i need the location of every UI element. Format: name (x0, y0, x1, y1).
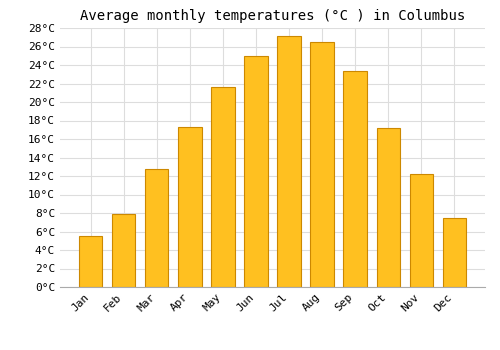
Bar (442, 218, 466, 287)
Bar (376, 128, 400, 287)
Bar (80, 236, 102, 287)
Title: Average monthly temperatures (°C ) in Columbus: Average monthly temperatures (°C ) in Co… (80, 9, 465, 23)
Bar (212, 87, 234, 287)
Bar (112, 214, 136, 287)
Bar (146, 169, 169, 287)
Bar (344, 71, 366, 287)
Bar (244, 56, 268, 287)
Bar (310, 42, 334, 287)
Bar (278, 36, 300, 287)
Bar (178, 127, 202, 287)
Bar (410, 174, 432, 287)
